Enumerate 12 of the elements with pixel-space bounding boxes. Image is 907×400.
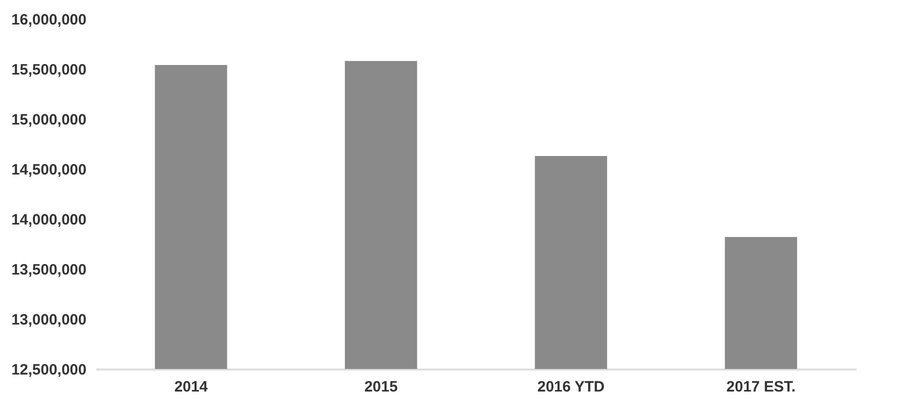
x-tick-label: 2014 [174,378,208,396]
x-tick-label: 2017 EST. [726,378,796,396]
y-tick-label: 13,000,000 [11,312,86,328]
y-tick-label: 12,500,000 [11,362,86,378]
x-tick-label: 2015 [364,378,398,396]
y-tick-label: 16,000,000 [11,12,86,28]
y-tick-label: 15,000,000 [11,112,86,128]
y-tick-label: 13,500,000 [11,262,86,278]
y-tick-label: 14,500,000 [11,162,86,178]
y-tick-label: 14,000,000 [11,212,86,228]
y-tick-label: 15,500,000 [11,62,86,78]
x-tick-label: 2016 YTD [537,378,605,396]
